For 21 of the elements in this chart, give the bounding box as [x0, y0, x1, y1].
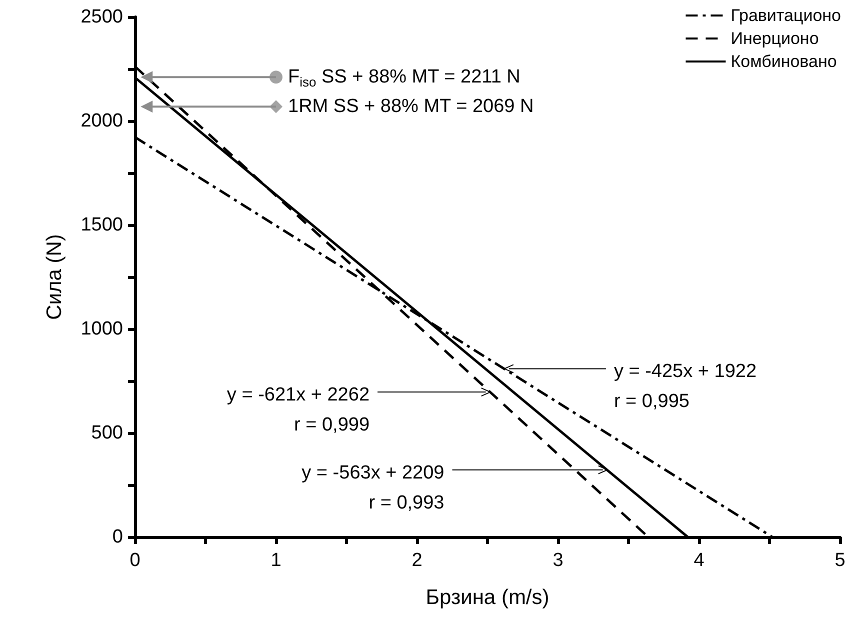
y-tick-label: 1500 [80, 214, 123, 236]
y-axis-title: Сила (N) [43, 234, 66, 320]
x-axis-title: Брзина (m/s) [426, 586, 550, 609]
legend-label: Инерционо [730, 29, 819, 48]
y-tick-label: 2500 [80, 6, 123, 28]
annotation: y = -425x + 1922 r = 0,995 [614, 361, 757, 412]
annotation: y = -621x + 2262 r = 0,999 [226, 384, 370, 436]
y-tick-label: 0 [112, 526, 123, 548]
y-tick-label: 500 [91, 422, 123, 444]
legend-label: Комбиновано [730, 52, 837, 71]
x-tick-label: 5 [834, 550, 846, 571]
annotation: y = -563x + 2209 r = 0,993 [302, 462, 444, 514]
x-tick-label: 3 [552, 550, 564, 571]
y-tick-label: 1000 [80, 318, 123, 340]
x-tick-label: 4 [694, 550, 705, 571]
x-tick-label: 2 [412, 550, 422, 571]
legend-label: Гравитационо [730, 6, 842, 25]
annotation: 1RM SS + 88% MT = 2069 N [288, 96, 534, 118]
x-tick-label: 0 [130, 550, 140, 571]
x-tick-label: 1 [270, 550, 282, 571]
y-tick-label: 2000 [80, 110, 123, 132]
